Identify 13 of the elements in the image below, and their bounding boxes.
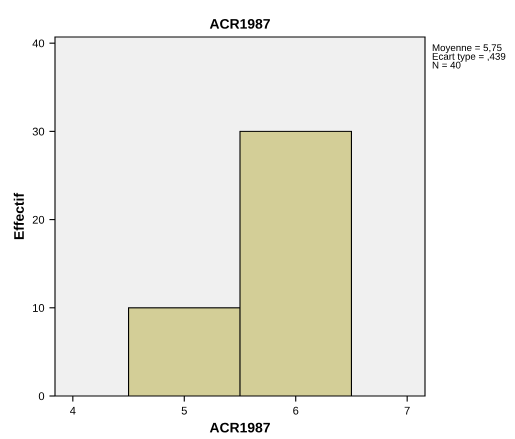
y-tick-label: 20	[32, 216, 44, 224]
x-tick-label: 6	[293, 406, 298, 415]
text: Moyenne = 5,75 Ecart type = ,439 N = 40	[432, 44, 506, 69]
y-tick-label: 0	[38, 392, 44, 400]
y-axis-title: Effectif	[14, 192, 24, 240]
y-tick-label: 30	[32, 128, 44, 136]
x-tick-label: 7	[404, 406, 410, 414]
y-tick-label: 40	[32, 39, 44, 48]
x-tick-label: 5	[182, 406, 187, 415]
chart-title: ACR1987	[210, 18, 270, 29]
y-tick-label: 10	[33, 304, 44, 312]
x-axis-title: ACR1987	[210, 422, 270, 433]
x-tick-label: 4	[70, 406, 76, 414]
